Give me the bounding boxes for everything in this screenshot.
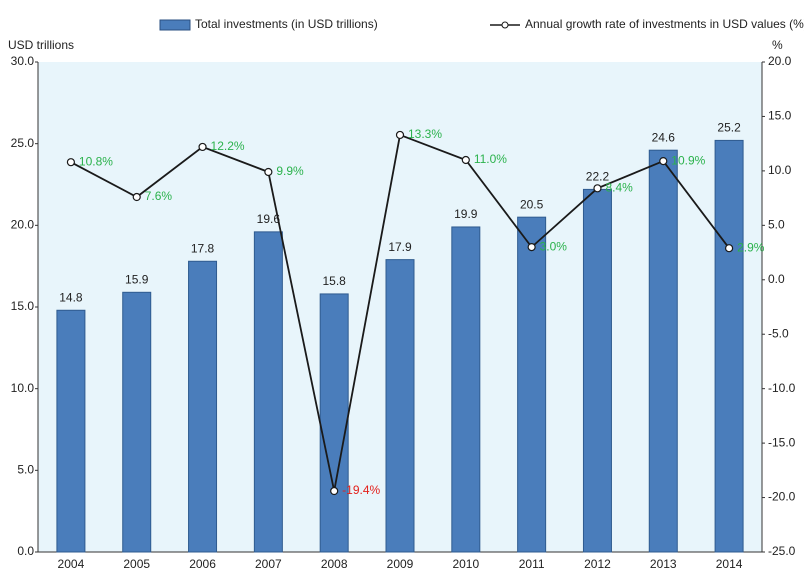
y-tick-label: 30.0	[11, 54, 35, 68]
y2-tick-label: -15.0	[768, 435, 796, 449]
line-marker	[659, 156, 668, 166]
y2-tick-label: 0.0	[768, 272, 785, 286]
y-tick-label: 15.0	[11, 299, 35, 313]
bar-value-label: 19.9	[454, 207, 478, 221]
bar	[582, 188, 612, 553]
y-axis-title: USD trillions	[8, 38, 74, 52]
line-value-label: 8.4%	[605, 180, 633, 194]
line-marker	[527, 243, 536, 252]
bar	[188, 260, 218, 553]
bar	[319, 293, 349, 553]
x-tick-label: 2011	[519, 557, 545, 571]
bar-value-label: 24.6	[652, 130, 676, 144]
line-value-label: 9.9%	[276, 164, 304, 178]
line-marker	[198, 142, 207, 152]
y2-axis-title: %	[772, 38, 783, 52]
bar	[714, 139, 744, 553]
bar-value-label: 22.2	[586, 170, 610, 184]
x-tick-label: 2004	[58, 557, 85, 571]
line-value-label: 3.0%	[540, 239, 568, 253]
bar	[648, 149, 678, 553]
x-tick-label: 2007	[255, 557, 282, 571]
line-value-label: -19.4%	[342, 483, 380, 497]
x-tick-label: 2009	[387, 557, 414, 571]
line-value-label: 2.9%	[737, 240, 765, 254]
legend-swatch-marker	[501, 21, 509, 29]
line-marker	[461, 155, 470, 165]
bar	[253, 231, 283, 553]
bar-value-label: 25.2	[717, 121, 741, 135]
y2-tick-label: -5.0	[768, 326, 789, 340]
y-tick-label: 25.0	[11, 136, 35, 150]
line-value-label: 11.0%	[474, 152, 507, 166]
x-tick-label: 2014	[716, 557, 743, 571]
y2-tick-label: 5.0	[768, 218, 785, 232]
bar	[122, 291, 152, 553]
line-value-label: 12.2%	[211, 139, 245, 153]
line-marker	[66, 158, 76, 167]
line-marker	[264, 167, 273, 177]
y2-tick-label: -25.0	[768, 544, 796, 558]
y2-tick-label: 20.0	[768, 54, 792, 68]
y2-tick-label: 15.0	[768, 109, 792, 123]
legend-label: Annual growth rate of investments in USD…	[525, 17, 804, 31]
bar-value-label: 15.8	[323, 274, 347, 288]
line-value-label: 13.3%	[408, 127, 442, 141]
bar	[385, 259, 415, 553]
y-tick-label: 10.0	[11, 381, 35, 395]
y2-tick-label: -20.0	[768, 490, 796, 504]
bar	[451, 226, 481, 553]
y-tick-label: 0.0	[17, 544, 34, 558]
y2-tick-label: -10.0	[768, 381, 796, 395]
x-tick-label: 2006	[189, 557, 216, 571]
line-value-label: 10.8%	[79, 154, 113, 168]
legend-swatch	[159, 19, 191, 31]
bar-value-label: 15.9	[125, 272, 149, 286]
line-value-label: 10.9%	[671, 153, 705, 167]
x-tick-label: 2010	[452, 557, 479, 571]
y-tick-label: 5.0	[17, 463, 34, 477]
bar-value-label: 17.9	[388, 240, 412, 254]
bar	[517, 216, 547, 553]
line-value-label: 7.6%	[145, 189, 173, 203]
line-marker	[395, 130, 405, 140]
bar	[56, 309, 86, 553]
line-marker	[593, 184, 602, 193]
x-tick-label: 2005	[123, 557, 150, 571]
line-marker	[132, 192, 141, 202]
line-marker	[330, 486, 339, 496]
x-tick-label: 2013	[650, 557, 677, 571]
x-tick-label: 2012	[584, 557, 611, 571]
bar-value-label: 19.6	[257, 212, 281, 226]
line-marker	[724, 244, 734, 253]
bar-value-label: 14.8	[59, 290, 83, 304]
y2-tick-label: 10.0	[768, 163, 792, 177]
x-tick-label: 2008	[321, 557, 348, 571]
bar-value-label: 17.8	[191, 241, 215, 255]
bar-value-label: 20.5	[520, 197, 544, 211]
y-tick-label: 20.0	[11, 218, 35, 232]
legend-label: Total investments (in USD trillions)	[195, 17, 378, 31]
